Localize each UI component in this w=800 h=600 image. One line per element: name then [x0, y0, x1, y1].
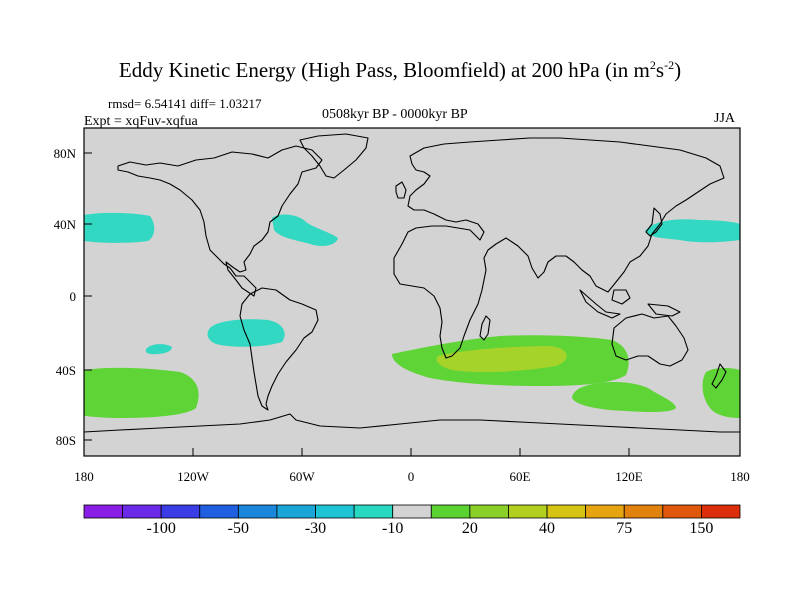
anomaly-south-indian-core — [436, 346, 567, 373]
coast-greenland — [299, 133, 369, 179]
colorbar-swatch — [508, 504, 548, 519]
lon-tick-label: 180 — [730, 469, 750, 484]
chart-title: Eddy Kinetic Energy (High Pass, Bloomfie… — [118, 58, 682, 82]
coast-north-america — [117, 145, 323, 297]
anomaly-s-pacific-small — [145, 344, 172, 355]
colorbar-label: -10 — [382, 520, 404, 537]
colorbar-swatch — [122, 504, 162, 519]
colorbar-label: -50 — [227, 520, 250, 537]
colorbar-swatch — [701, 504, 741, 519]
colorbar — [83, 504, 741, 519]
colorbar-label: -30 — [304, 520, 327, 537]
anomaly-south-of-australia — [572, 382, 676, 412]
colorbar-swatch — [546, 504, 587, 519]
anomaly-south-pacific — [84, 367, 199, 418]
longitude-axis: 180 120W 60W 0 60E 120E 180 — [74, 448, 750, 484]
coast-madagascar — [479, 315, 491, 341]
anomaly-nw-pacific — [645, 219, 740, 243]
coast-new-guinea — [647, 303, 681, 317]
lat-tick-label: 40N — [54, 217, 77, 232]
colorbar-swatch — [353, 504, 394, 519]
coast-australia — [611, 313, 689, 367]
colorbar-label: 20 — [461, 520, 478, 537]
colorbar-swatch — [83, 504, 123, 519]
experiment-label: Expt = xqFuv-xqfua — [84, 114, 198, 129]
colorbar-label: -100 — [146, 520, 176, 537]
lon-tick-label: 120E — [615, 469, 643, 484]
colorbar-label: 150 — [689, 520, 714, 537]
coast-antarctica — [84, 413, 740, 433]
coast-south-america — [239, 287, 319, 411]
lon-tick-label: 120W — [177, 469, 210, 484]
colorbar-label: 75 — [616, 520, 633, 537]
lat-tick-label: 80N — [54, 146, 77, 161]
coast-british-isles — [395, 181, 407, 199]
anomaly-n-atlantic-west — [272, 214, 338, 246]
colorbar-swatch — [430, 504, 471, 519]
anomaly-tasman-sea — [702, 368, 740, 418]
colorbar-swatch — [623, 504, 664, 519]
coast-sumatra-java — [579, 289, 621, 319]
lon-tick-label: 60E — [510, 469, 531, 484]
map-frame — [83, 127, 741, 457]
colorbar-label: 40 — [539, 520, 556, 537]
anomaly-n-pacific-east — [84, 212, 155, 243]
colorbar-swatch — [315, 504, 355, 519]
lat-tick-label: 80S — [56, 433, 76, 448]
lon-tick-label: 0 — [408, 469, 415, 484]
colorbar-swatch — [662, 504, 702, 519]
coastlines — [84, 133, 740, 433]
anomaly-layer — [84, 212, 740, 418]
coast-borneo — [611, 289, 631, 305]
colorbar-swatch — [392, 504, 432, 519]
period-label: 0508kyr BP - 0000kyr BP — [322, 107, 468, 122]
lon-tick-label: 180 — [74, 469, 94, 484]
stats-text: rmsd= 6.54141 diff= 1.03217 — [108, 96, 262, 111]
colorbar-swatch — [276, 504, 316, 519]
latitude-axis: 80N 40N 0 40S 80S — [54, 146, 92, 448]
colorbar-swatch — [199, 504, 239, 519]
lat-tick-label: 40S — [56, 363, 76, 378]
lat-tick-label: 0 — [70, 289, 77, 304]
colorbar-swatch — [585, 504, 625, 519]
colorbar-swatch — [237, 504, 278, 519]
colorbar-swatch — [469, 504, 509, 519]
coast-eurasia-africa — [393, 137, 725, 359]
coast-new-zealand — [711, 363, 727, 389]
season-label: JJA — [714, 111, 736, 126]
coast-japan — [645, 207, 663, 237]
lon-tick-label: 60W — [289, 469, 315, 484]
anomaly-se-pacific — [207, 319, 285, 347]
colorbar-swatch — [160, 504, 201, 519]
